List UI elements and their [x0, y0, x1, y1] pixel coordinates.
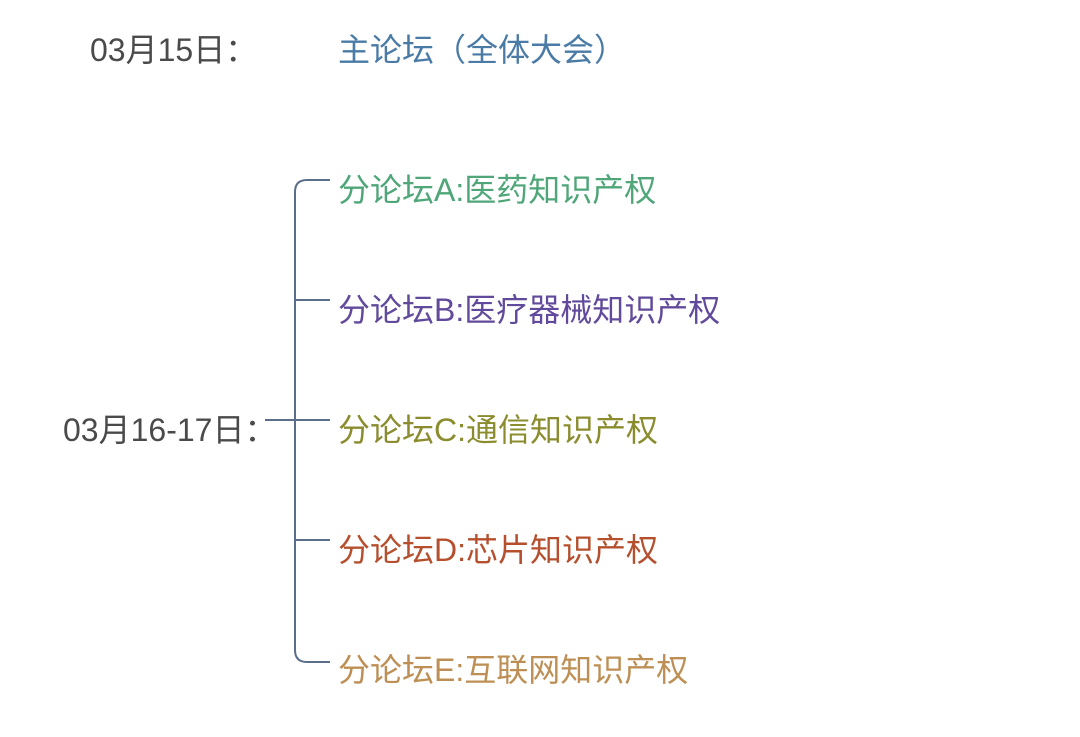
date-label-1: 03月15日：	[90, 25, 257, 71]
forum-c: 分论坛C:通信知识产权	[338, 405, 658, 451]
forum-e: 分论坛E:互联网知识产权	[338, 645, 688, 691]
forum-main: 主论坛（全体大会）	[338, 25, 626, 71]
forum-a: 分论坛A:医药知识产权	[338, 165, 656, 211]
bracket-connector	[0, 0, 1080, 737]
forum-d: 分论坛D:芯片知识产权	[338, 525, 658, 571]
date-label-2: 03月16-17日：	[63, 405, 276, 451]
forum-b: 分论坛B:医疗器械知识产权	[338, 285, 720, 331]
